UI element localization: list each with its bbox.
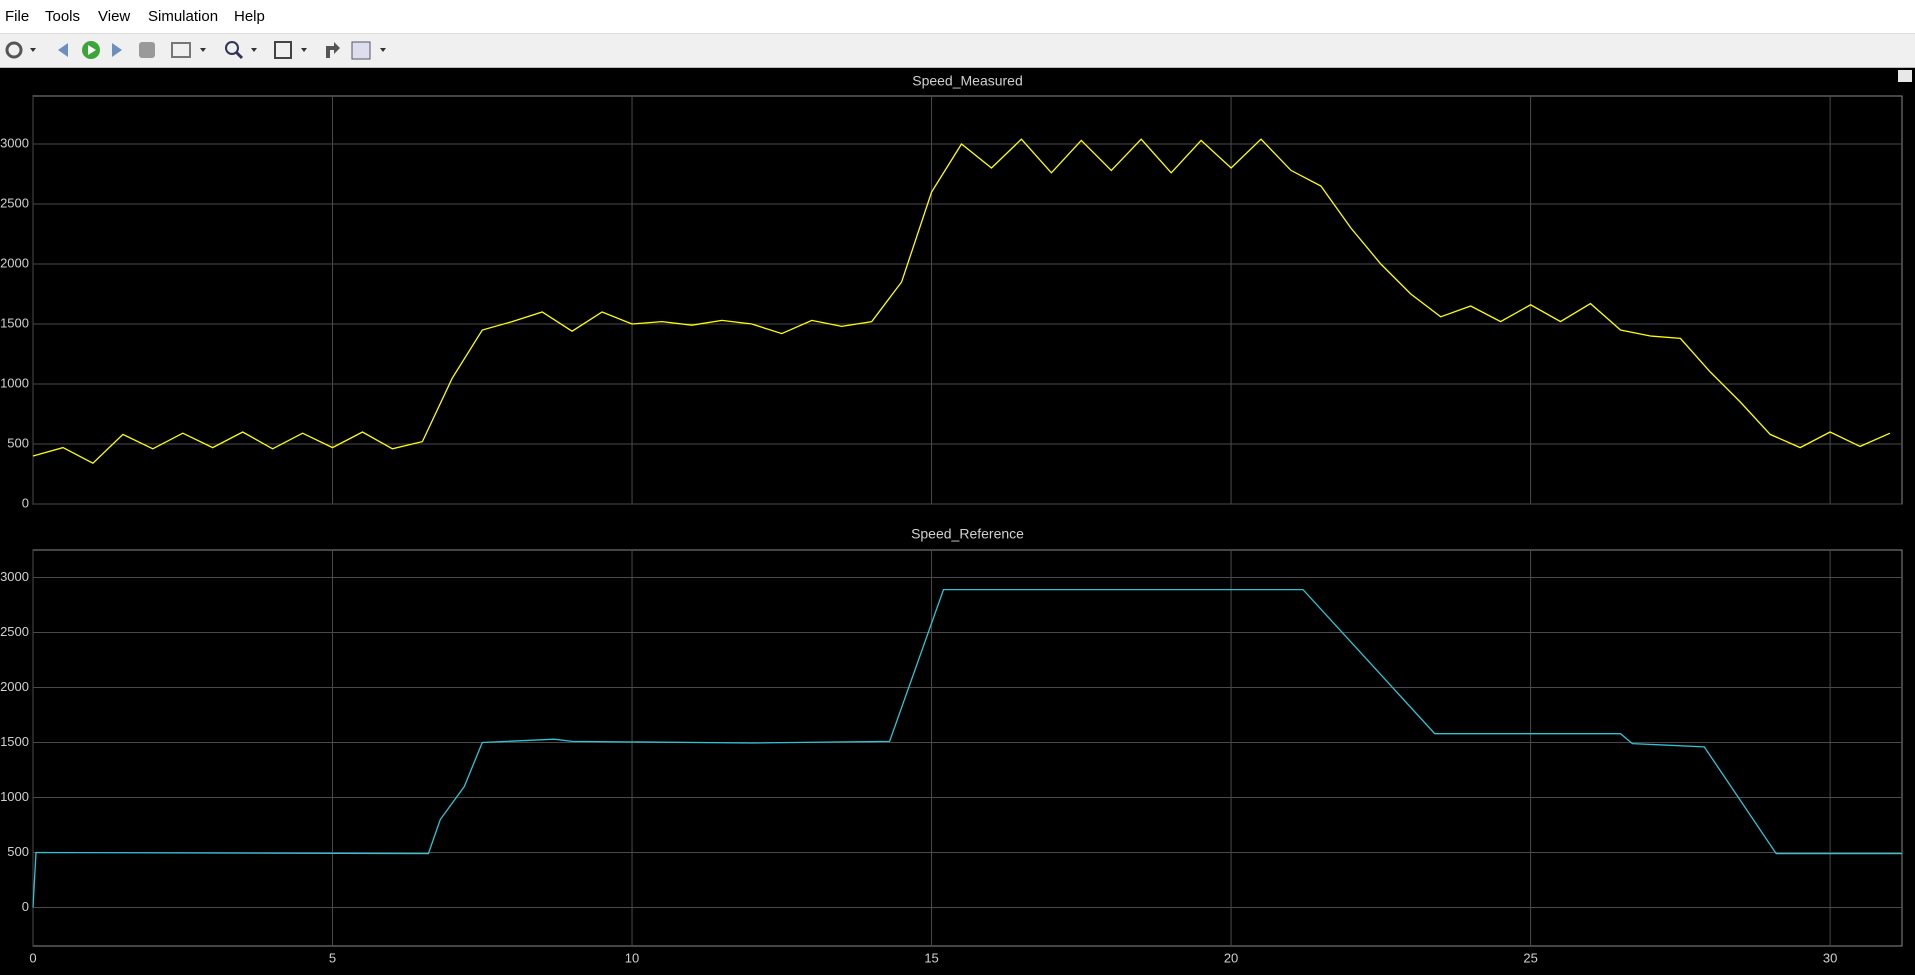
dropdown[interactable] bbox=[380, 48, 386, 52]
menu-item[interactable]: View bbox=[98, 8, 131, 25]
chart-title: Speed_Measured bbox=[912, 73, 1023, 89]
menu-item[interactable]: Simulation bbox=[148, 8, 219, 25]
y-tick-label: 2000 bbox=[0, 679, 29, 694]
x-tick-label: 25 bbox=[1523, 950, 1537, 965]
y-tick-label: 1000 bbox=[0, 789, 29, 804]
x-tick-label: 15 bbox=[924, 950, 938, 965]
y-tick-label: 2000 bbox=[0, 255, 29, 270]
style-button[interactable] bbox=[351, 41, 371, 60]
y-tick-label: 500 bbox=[7, 844, 29, 859]
toolbar-icons bbox=[5, 41, 386, 60]
dropdown[interactable] bbox=[200, 48, 206, 52]
highlight-button[interactable] bbox=[171, 42, 191, 58]
y-tick-label: 500 bbox=[7, 435, 29, 450]
autoscale-button[interactable] bbox=[274, 41, 292, 59]
data-line bbox=[32, 588, 1902, 908]
x-tick-label: 0 bbox=[29, 950, 36, 965]
dropdown[interactable] bbox=[251, 48, 257, 52]
y-tick-label: 3000 bbox=[0, 569, 29, 584]
axes bbox=[32, 95, 1903, 505]
settings-button[interactable] bbox=[5, 41, 23, 59]
scope-plots: Speed_Measured050010001500200025003000Sp… bbox=[0, 68, 1915, 975]
menu-item[interactable]: File bbox=[5, 8, 30, 25]
y-tick-label: 3000 bbox=[0, 135, 29, 150]
menu-bar: File Tools View Simulation Help bbox=[0, 0, 1915, 34]
stop-button[interactable] bbox=[139, 42, 155, 58]
y-tick-label: 1500 bbox=[0, 734, 29, 749]
x-tick-label: 10 bbox=[625, 950, 639, 965]
dropdown[interactable] bbox=[301, 48, 307, 52]
y-tick-label: 1500 bbox=[0, 315, 29, 330]
x-tick-label: 20 bbox=[1224, 950, 1238, 965]
dropdown[interactable] bbox=[30, 48, 36, 52]
undock-button[interactable] bbox=[1898, 70, 1912, 82]
step-back-button[interactable] bbox=[58, 43, 68, 57]
y-tick-label: 0 bbox=[22, 495, 29, 510]
menu-item[interactable]: Tools bbox=[45, 8, 81, 25]
y-tick-label: 2500 bbox=[0, 195, 29, 210]
step-forward-button[interactable] bbox=[112, 43, 122, 57]
x-tick-label: 30 bbox=[1823, 950, 1837, 965]
axes bbox=[32, 549, 1903, 947]
zoom-handle bbox=[234, 50, 244, 60]
y-tick-label: 0 bbox=[22, 899, 29, 914]
x-tick-label: 5 bbox=[329, 950, 336, 965]
data-line bbox=[32, 138, 1891, 464]
zoom-button[interactable] bbox=[225, 41, 239, 55]
y-tick-label: 2500 bbox=[0, 624, 29, 639]
toolbar bbox=[0, 34, 1915, 68]
menu-item[interactable]: Help bbox=[234, 8, 265, 25]
run-icon bbox=[88, 45, 96, 55]
y-tick-label: 1000 bbox=[0, 375, 29, 390]
chart-title: Speed_Reference bbox=[911, 526, 1024, 542]
restore-button[interactable] bbox=[326, 42, 340, 58]
